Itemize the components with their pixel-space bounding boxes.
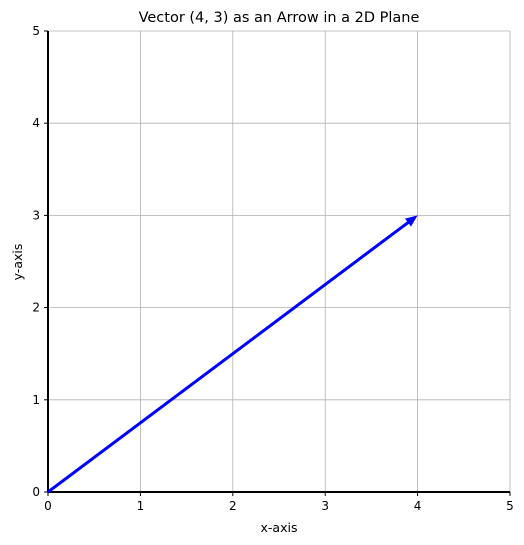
y-tick-label-1: 1	[32, 393, 40, 407]
y-tick-label-0: 0	[32, 485, 40, 499]
y-tick-label-3: 3	[32, 208, 40, 222]
y-tick-label-2: 2	[32, 301, 40, 315]
x-ticks: 0 1 2 3 4 5	[44, 492, 514, 513]
y-ticks: 0 1 2 3 4 5	[32, 24, 48, 499]
x-tick-label-4: 4	[414, 499, 422, 513]
x-tick-label-0: 0	[44, 499, 52, 513]
x-tick-label-1: 1	[137, 499, 145, 513]
vector-shaft	[47, 220, 411, 494]
x-axis-label: x-axis	[261, 520, 298, 535]
axes	[47, 31, 510, 493]
vector-layer	[47, 215, 418, 494]
y-axis-label: y-axis	[10, 244, 25, 281]
vector-arrowhead	[404, 215, 418, 227]
x-tick-label-5: 5	[506, 499, 514, 513]
chart-title: Vector (4, 3) as an Arrow in a 2D Plane	[139, 10, 420, 26]
grid	[47, 30, 511, 493]
x-tick-label-3: 3	[321, 499, 329, 513]
y-tick-label-4: 4	[32, 116, 40, 130]
y-tick-label-5: 5	[32, 24, 40, 38]
x-tick-label-2: 2	[229, 499, 237, 513]
